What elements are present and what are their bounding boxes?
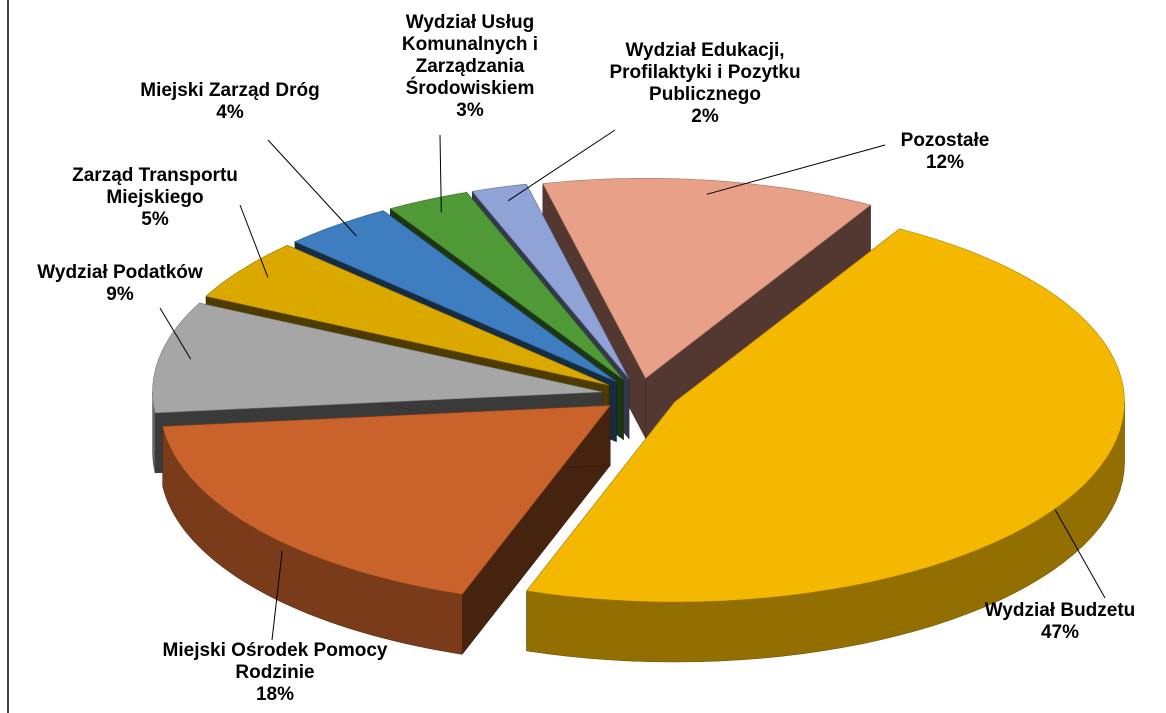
leader-line — [1054, 509, 1106, 599]
data-label: Wydział Edukacji, Profilaktyki i Pozytku… — [585, 40, 825, 128]
leader-line — [239, 204, 269, 278]
leader-line — [267, 139, 357, 237]
data-label: Wydział Budzetu 47% — [950, 600, 1166, 644]
label-value: 9% — [106, 284, 134, 305]
data-label: Zarząd Transportu Miejskiego 5% — [35, 165, 275, 231]
label-name: Wydział Usług Komunalnych i Zarządzania … — [401, 12, 539, 99]
label-value: 5% — [141, 209, 169, 230]
data-label: Miejski Zarząd Dróg 4% — [140, 80, 320, 124]
pie-slice — [162, 404, 611, 656]
data-label: Wydział Podatków 9% — [0, 262, 240, 306]
leader-line — [159, 307, 192, 360]
data-label: Wydział Usług Komunalnych i Zarządzania … — [375, 12, 565, 122]
data-label: Miejski Ośrodek Pomocy Rodzinie 18% — [160, 640, 390, 706]
label-value: 18% — [255, 684, 295, 705]
label-name: Miejski Ośrodek Pomocy Rodzinie — [162, 640, 388, 683]
label-value: 3% — [456, 100, 484, 121]
slice-top — [162, 405, 611, 595]
slice-top — [542, 178, 872, 379]
slice-top — [152, 302, 603, 414]
label-value: 47% — [1040, 622, 1080, 643]
label-value: 4% — [216, 102, 244, 123]
label-name: Pozostałe — [900, 130, 990, 151]
data-label: Pozostałe 12% — [870, 130, 1020, 174]
label-value: 2% — [691, 106, 719, 127]
label-name: Wydział Budzetu — [984, 600, 1136, 621]
pie-slice — [526, 228, 1125, 663]
slice-top — [205, 244, 610, 386]
leader-line — [706, 144, 886, 195]
label-value: 12% — [925, 152, 965, 173]
leader-line — [507, 129, 616, 202]
slice-top — [294, 210, 617, 383]
label-name: Zarząd Transportu Miejskiego — [72, 165, 238, 208]
leader-line — [271, 550, 283, 641]
slice-top — [471, 183, 630, 379]
leader-line — [439, 134, 442, 213]
label-name: Wydział Edukacji, Profilaktyki i Pozytku… — [609, 40, 801, 105]
slice-top — [389, 191, 624, 381]
label-name: Miejski Zarząd Dróg — [140, 80, 320, 101]
label-name: Wydział Podatków — [37, 262, 203, 283]
slice-top — [526, 228, 1125, 603]
